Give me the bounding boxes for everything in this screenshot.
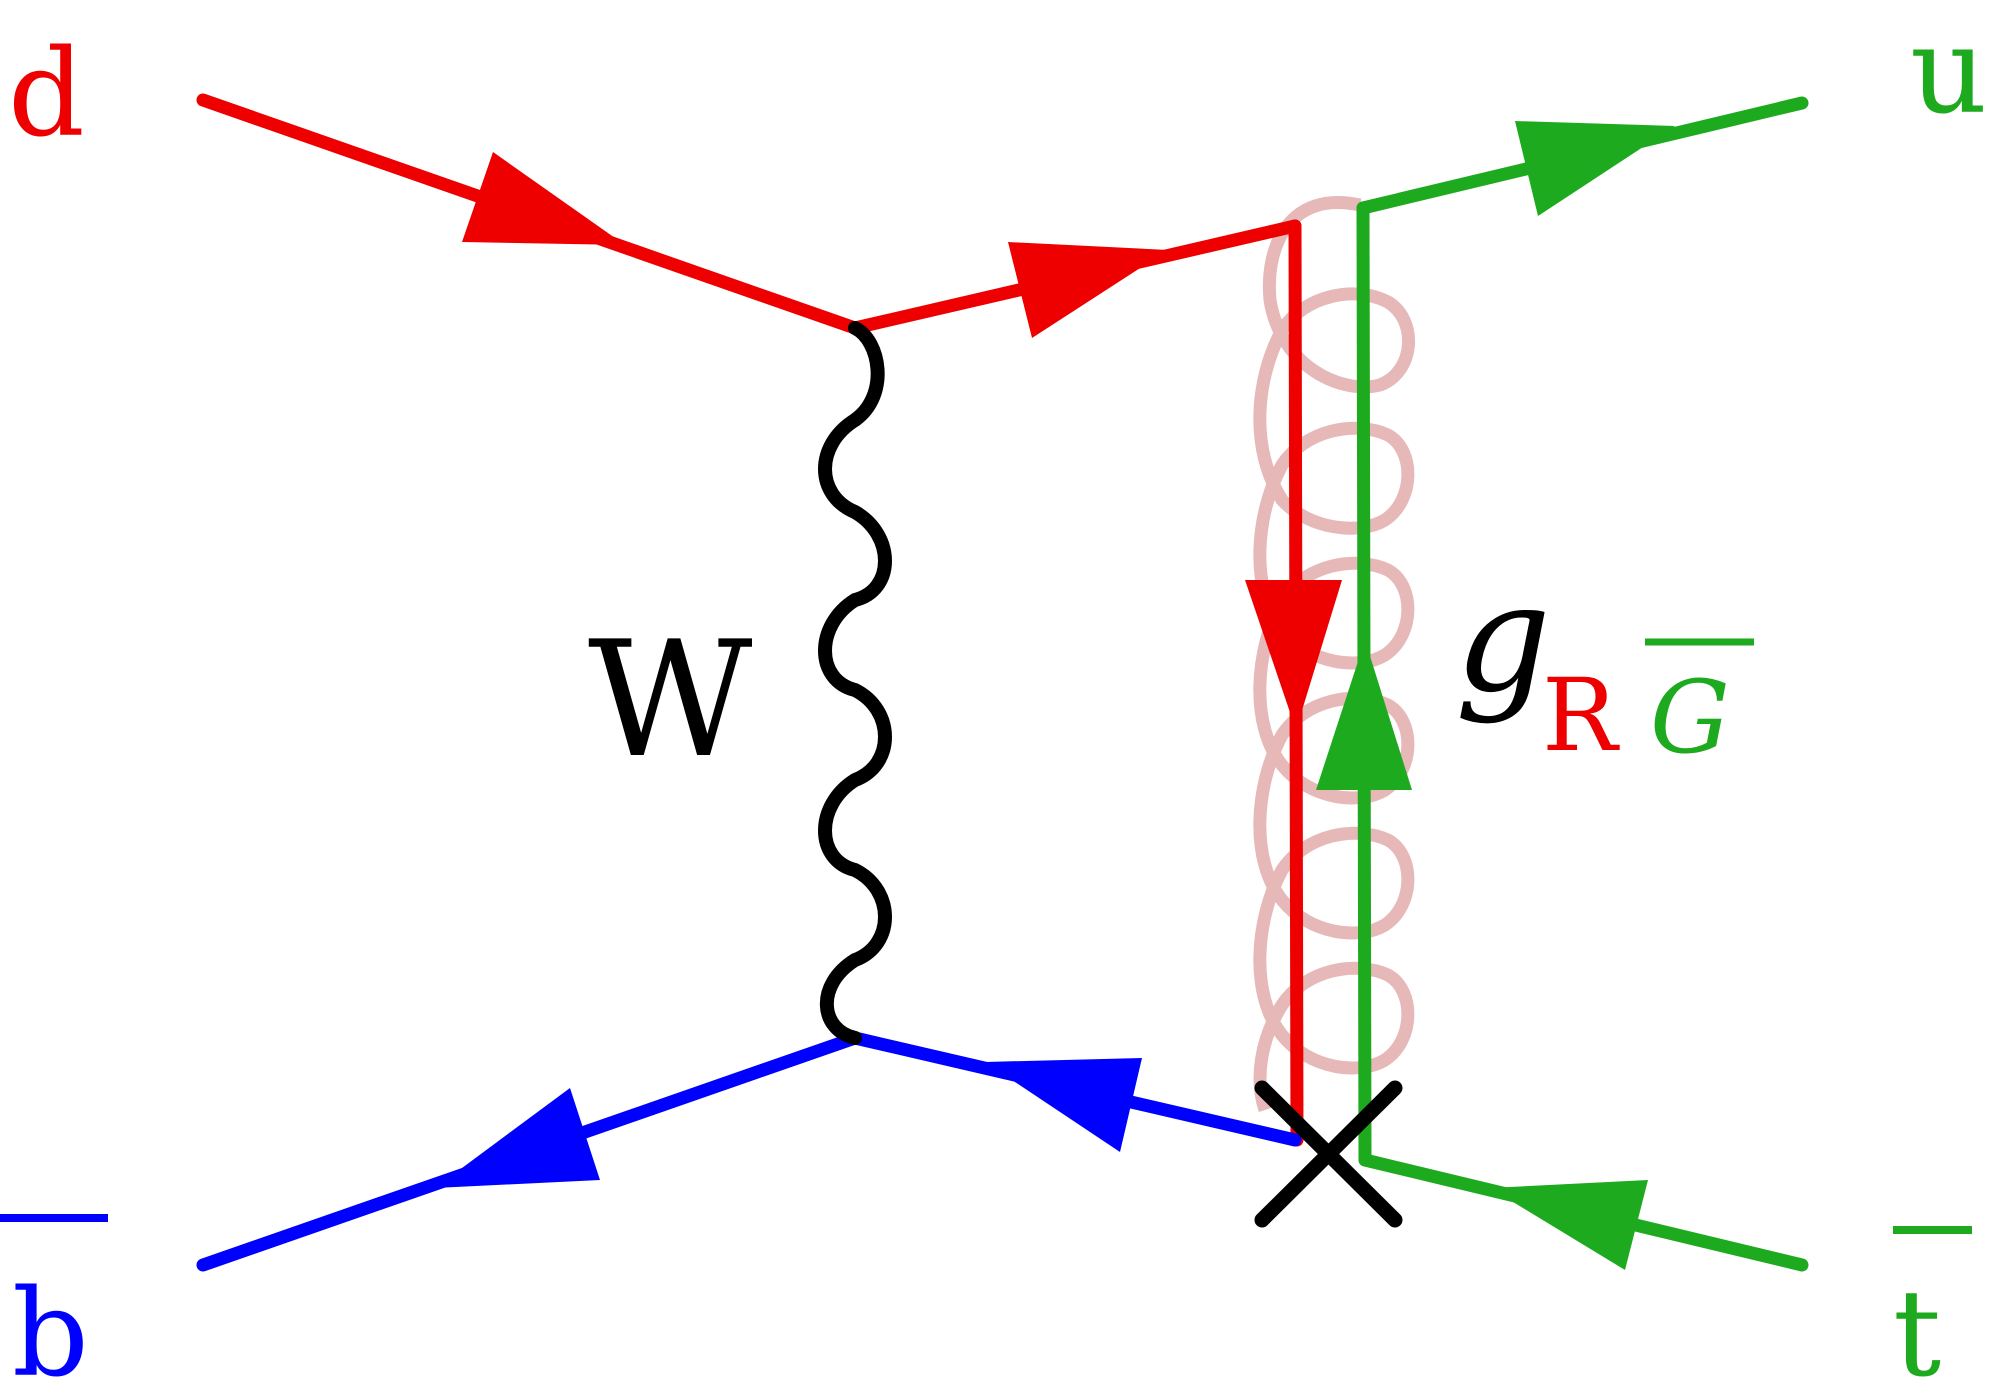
d-arrow	[462, 152, 625, 245]
green-color-line	[1316, 201, 1412, 1167]
gluon-symbol: g	[1455, 552, 1551, 726]
d-label: d	[8, 25, 85, 164]
gluon-subscript-r: R	[1542, 657, 1620, 774]
b-label: b	[12, 1265, 89, 1383]
d-quark-line	[196, 93, 862, 335]
b-bar-arrow-2	[985, 1058, 1142, 1152]
red-down-arrow	[1245, 580, 1342, 730]
b-bar-label: b	[0, 1214, 108, 1383]
green-up-arrow	[1316, 640, 1412, 790]
cross-mark	[1254, 1080, 1403, 1228]
gluon-line	[1253, 196, 1415, 1113]
t-label: t	[1893, 1265, 1941, 1383]
b-bar-arrow	[435, 1088, 600, 1188]
w-label: W	[588, 606, 752, 793]
t-bar-label: t	[1893, 1226, 1972, 1383]
t-bar-line	[1358, 1153, 1809, 1272]
u-label: u	[1910, 2, 1987, 141]
gluon-subscript-g: G	[1650, 659, 1730, 776]
b-bar-line-2	[848, 1031, 1302, 1152]
gluon-label: g R G	[1455, 552, 1754, 776]
d-arrow-2	[1008, 242, 1168, 338]
w-boson-line	[818, 321, 892, 1045]
b-bar-line	[196, 1031, 862, 1272]
u-quark-line	[1356, 96, 1809, 216]
d-quark-line-2	[848, 219, 1302, 338]
red-color-line	[1245, 219, 1342, 1147]
u-arrow	[1515, 121, 1675, 216]
t-bar-arrow	[1490, 1180, 1648, 1270]
